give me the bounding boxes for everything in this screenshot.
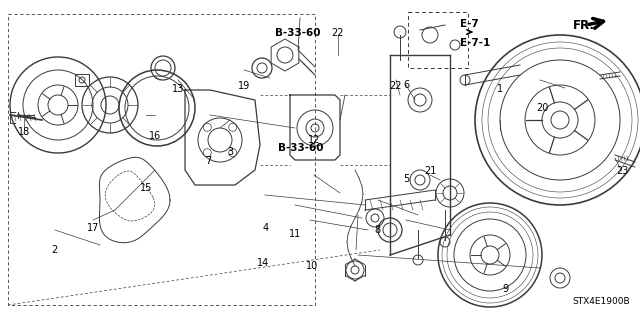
Text: 3: 3 bbox=[227, 146, 234, 157]
Text: 22: 22 bbox=[389, 81, 402, 91]
Text: 14: 14 bbox=[257, 258, 269, 268]
Text: E-7: E-7 bbox=[460, 19, 478, 29]
Text: 13: 13 bbox=[172, 84, 184, 94]
Text: STX4E1900B: STX4E1900B bbox=[573, 297, 630, 306]
Text: 23: 23 bbox=[616, 166, 628, 176]
Text: 1: 1 bbox=[497, 84, 504, 94]
Text: 18: 18 bbox=[18, 127, 31, 137]
Text: 22: 22 bbox=[332, 28, 344, 39]
Text: 9: 9 bbox=[502, 284, 509, 294]
Text: FR.: FR. bbox=[573, 19, 595, 32]
Text: 11: 11 bbox=[289, 229, 301, 240]
Text: 21: 21 bbox=[424, 166, 436, 176]
Text: 16: 16 bbox=[149, 130, 162, 141]
Text: 17: 17 bbox=[86, 223, 99, 233]
Text: 7: 7 bbox=[205, 156, 211, 166]
Text: 15: 15 bbox=[140, 183, 152, 193]
Text: 19: 19 bbox=[238, 81, 251, 91]
Text: 5: 5 bbox=[403, 174, 410, 184]
Text: 6: 6 bbox=[403, 79, 410, 90]
Text: 2: 2 bbox=[51, 245, 58, 256]
Text: B-33-60: B-33-60 bbox=[275, 28, 321, 39]
Text: 20: 20 bbox=[536, 103, 548, 114]
Text: E-7-1: E-7-1 bbox=[460, 38, 490, 48]
Text: 12: 12 bbox=[308, 135, 321, 145]
Text: B-33-60: B-33-60 bbox=[278, 143, 324, 153]
Text: 8: 8 bbox=[374, 225, 381, 235]
Text: 10: 10 bbox=[305, 261, 318, 271]
Text: 4: 4 bbox=[262, 223, 269, 233]
